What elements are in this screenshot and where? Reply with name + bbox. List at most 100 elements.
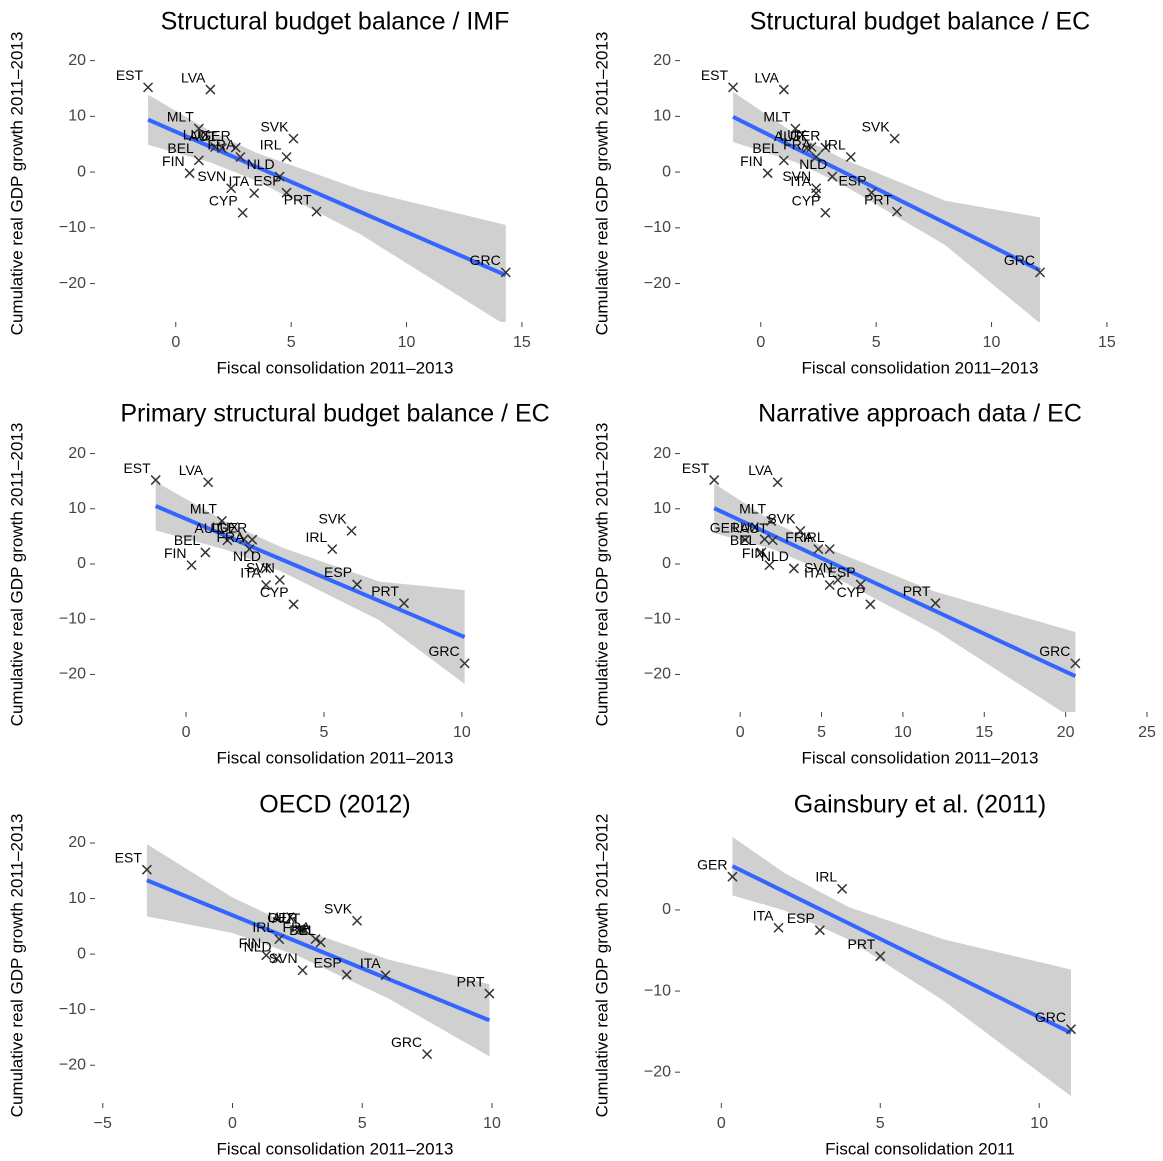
y-tick-label: −10 — [644, 219, 671, 236]
point-label: NLD — [233, 548, 261, 564]
confidence-band — [714, 483, 1076, 712]
point-label: GER — [697, 856, 727, 872]
point — [759, 534, 770, 545]
x-tick-label: 10 — [1030, 1115, 1048, 1132]
panel-title: Primary structural budget balance / EC — [120, 400, 549, 428]
point — [341, 969, 352, 980]
point-label: SVK — [260, 118, 289, 134]
point-label: AUT — [740, 520, 768, 536]
y-axis-label: Cumulative real GDP growth 2011–2013 — [7, 32, 26, 336]
y-tick-label: −20 — [644, 1063, 671, 1080]
point — [141, 864, 152, 875]
point — [216, 143, 227, 154]
x-axis-label: Fiscal consolidation 2011–2013 — [802, 358, 1039, 377]
point-label: NLD — [247, 156, 275, 172]
point-label: IRL — [824, 137, 846, 153]
point-label: EST — [123, 460, 151, 476]
point — [247, 534, 258, 545]
point — [767, 535, 778, 546]
y-tick-label: −20 — [644, 275, 671, 292]
panel: Gainsbury et al. (2011) Fiscal consolidat… — [592, 791, 1077, 1158]
x-tick-label: 0 — [717, 1115, 726, 1132]
point — [766, 515, 777, 526]
point-label: LUX — [732, 519, 760, 535]
point-label: LVA — [179, 462, 204, 478]
y-tick-label: 0 — [662, 901, 671, 918]
point-label: AUT — [194, 520, 222, 536]
point-label: BEL — [752, 140, 779, 156]
point — [274, 171, 285, 182]
point — [230, 142, 241, 153]
point — [315, 937, 326, 948]
point — [281, 187, 292, 198]
point — [889, 133, 900, 144]
point-label: GRC — [429, 643, 460, 659]
panel: Narrative approach data / EC Fiscal conso… — [592, 400, 1155, 768]
point — [261, 579, 272, 591]
point-label: GER — [710, 519, 740, 535]
x-tick-label: 10 — [894, 724, 912, 741]
point-label: IRL — [803, 529, 825, 545]
point — [281, 151, 292, 163]
point — [1065, 1024, 1077, 1035]
point-label: GER — [267, 909, 297, 925]
fit-line — [713, 506, 1077, 678]
plot-area — [141, 844, 495, 1060]
point-label: PRT — [848, 936, 876, 952]
point-label: ITA — [753, 907, 774, 923]
point — [311, 206, 322, 217]
y-tick-label: 10 — [68, 500, 86, 517]
point-label: IRL — [305, 529, 327, 545]
point — [845, 151, 856, 163]
point — [352, 915, 363, 926]
fit-line — [146, 878, 491, 1023]
x-tick-label: 15 — [513, 334, 531, 351]
point — [186, 560, 197, 571]
point-label: FRA — [785, 529, 814, 545]
point — [813, 544, 824, 555]
point — [327, 544, 338, 555]
x-tick-label: 10 — [398, 334, 416, 351]
point-label: MLT — [763, 108, 790, 124]
point-label: ITA — [228, 173, 249, 189]
point-label: FRA — [216, 529, 245, 545]
point — [261, 950, 272, 961]
y-axis-label: Cumulative real GDP growth 2011–2012 — [592, 814, 611, 1118]
point-label: ITA — [360, 955, 381, 971]
y-tick-label: 20 — [68, 52, 86, 69]
panel: Structural budget balance / IMF Fiscal co… — [7, 8, 530, 378]
x-tick-label: 10 — [453, 724, 471, 741]
point — [346, 525, 357, 536]
point — [727, 871, 738, 882]
point-label: FRA — [783, 137, 812, 153]
x-tick-label: 5 — [876, 1115, 885, 1132]
y-tick-label: 10 — [68, 890, 86, 907]
point-label: ESP — [324, 564, 352, 580]
point-label: GRC — [470, 252, 501, 268]
point-label: FIN — [742, 545, 765, 561]
x-tick-label: 5 — [817, 724, 826, 741]
point-label: LVA — [181, 69, 206, 85]
point — [459, 658, 470, 669]
point-label: AUT — [189, 128, 217, 144]
y-tick-label: 20 — [68, 834, 86, 851]
y-tick-label: 0 — [77, 945, 86, 962]
y-tick-label: −10 — [59, 610, 86, 627]
point-label: SVN — [246, 560, 275, 576]
y-tick-label: 20 — [653, 52, 671, 69]
point — [380, 970, 391, 981]
point — [422, 1049, 433, 1060]
y-tick-label: −10 — [644, 610, 671, 627]
point-label: NLD — [761, 548, 789, 564]
point-label: ESP — [839, 172, 867, 188]
plot-area — [150, 475, 470, 685]
x-tick-label: 25 — [1138, 724, 1156, 741]
x-axis-label: Fiscal consolidation 2011 — [825, 1139, 1015, 1158]
point — [764, 560, 775, 571]
point — [790, 123, 801, 134]
point-label: PRT — [457, 973, 485, 989]
confidence-band — [148, 94, 506, 322]
point-label: BEL — [289, 922, 316, 938]
point-label: ITA — [804, 565, 825, 581]
